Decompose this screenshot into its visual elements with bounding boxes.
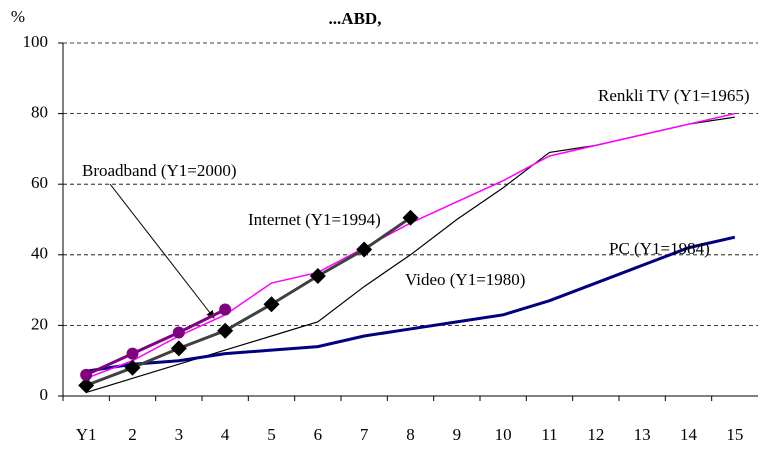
marker	[80, 368, 93, 381]
series-line	[85, 216, 412, 387]
x-tick-label: Y1	[76, 425, 97, 444]
y-tick-label: 100	[23, 32, 49, 51]
chart-title: ...ABD,	[329, 9, 382, 28]
marker	[356, 241, 373, 258]
series-line	[85, 235, 736, 373]
x-tick-label: 6	[314, 425, 323, 444]
series-label: Internet (Y1=1994)	[248, 210, 381, 229]
x-tick-label: 8	[406, 425, 415, 444]
x-tick-label: 11	[541, 425, 557, 444]
marker	[263, 296, 280, 313]
marker	[78, 377, 95, 394]
x-tick-label: 13	[634, 425, 651, 444]
x-tick-label: 10	[495, 425, 512, 444]
x-tick-label: 15	[726, 425, 743, 444]
marker	[219, 303, 232, 316]
marker	[170, 340, 187, 357]
series-label: Broadband (Y1=2000)	[82, 161, 237, 180]
x-tick-label: 12	[587, 425, 604, 444]
x-tick-label: 14	[680, 425, 698, 444]
marker	[309, 267, 326, 284]
y-tick-label: 60	[31, 173, 48, 192]
y-tick-label: 40	[31, 244, 48, 263]
marker	[402, 209, 419, 226]
x-tick-label: 5	[267, 425, 276, 444]
annotation-arrow	[109, 183, 215, 319]
y-tick-label: 80	[31, 103, 48, 122]
x-tick-label: 4	[221, 425, 230, 444]
x-tick-label: 7	[360, 425, 369, 444]
y-tick-label: 20	[31, 314, 48, 333]
marker	[124, 359, 141, 376]
x-tick-label: 2	[128, 425, 137, 444]
marker	[172, 326, 185, 339]
y-axis-label: %	[11, 7, 25, 26]
x-tick-label: 3	[175, 425, 184, 444]
x-tick-label: 9	[453, 425, 462, 444]
marker	[126, 347, 139, 360]
series-label: Video (Y1=1980)	[405, 270, 525, 289]
series-line	[85, 308, 226, 377]
series-label: PC (Y1=1984)	[609, 239, 710, 258]
series-label: Renkli TV (Y1=1965)	[598, 86, 750, 105]
marker	[217, 322, 234, 339]
y-tick-label: 0	[40, 385, 49, 404]
